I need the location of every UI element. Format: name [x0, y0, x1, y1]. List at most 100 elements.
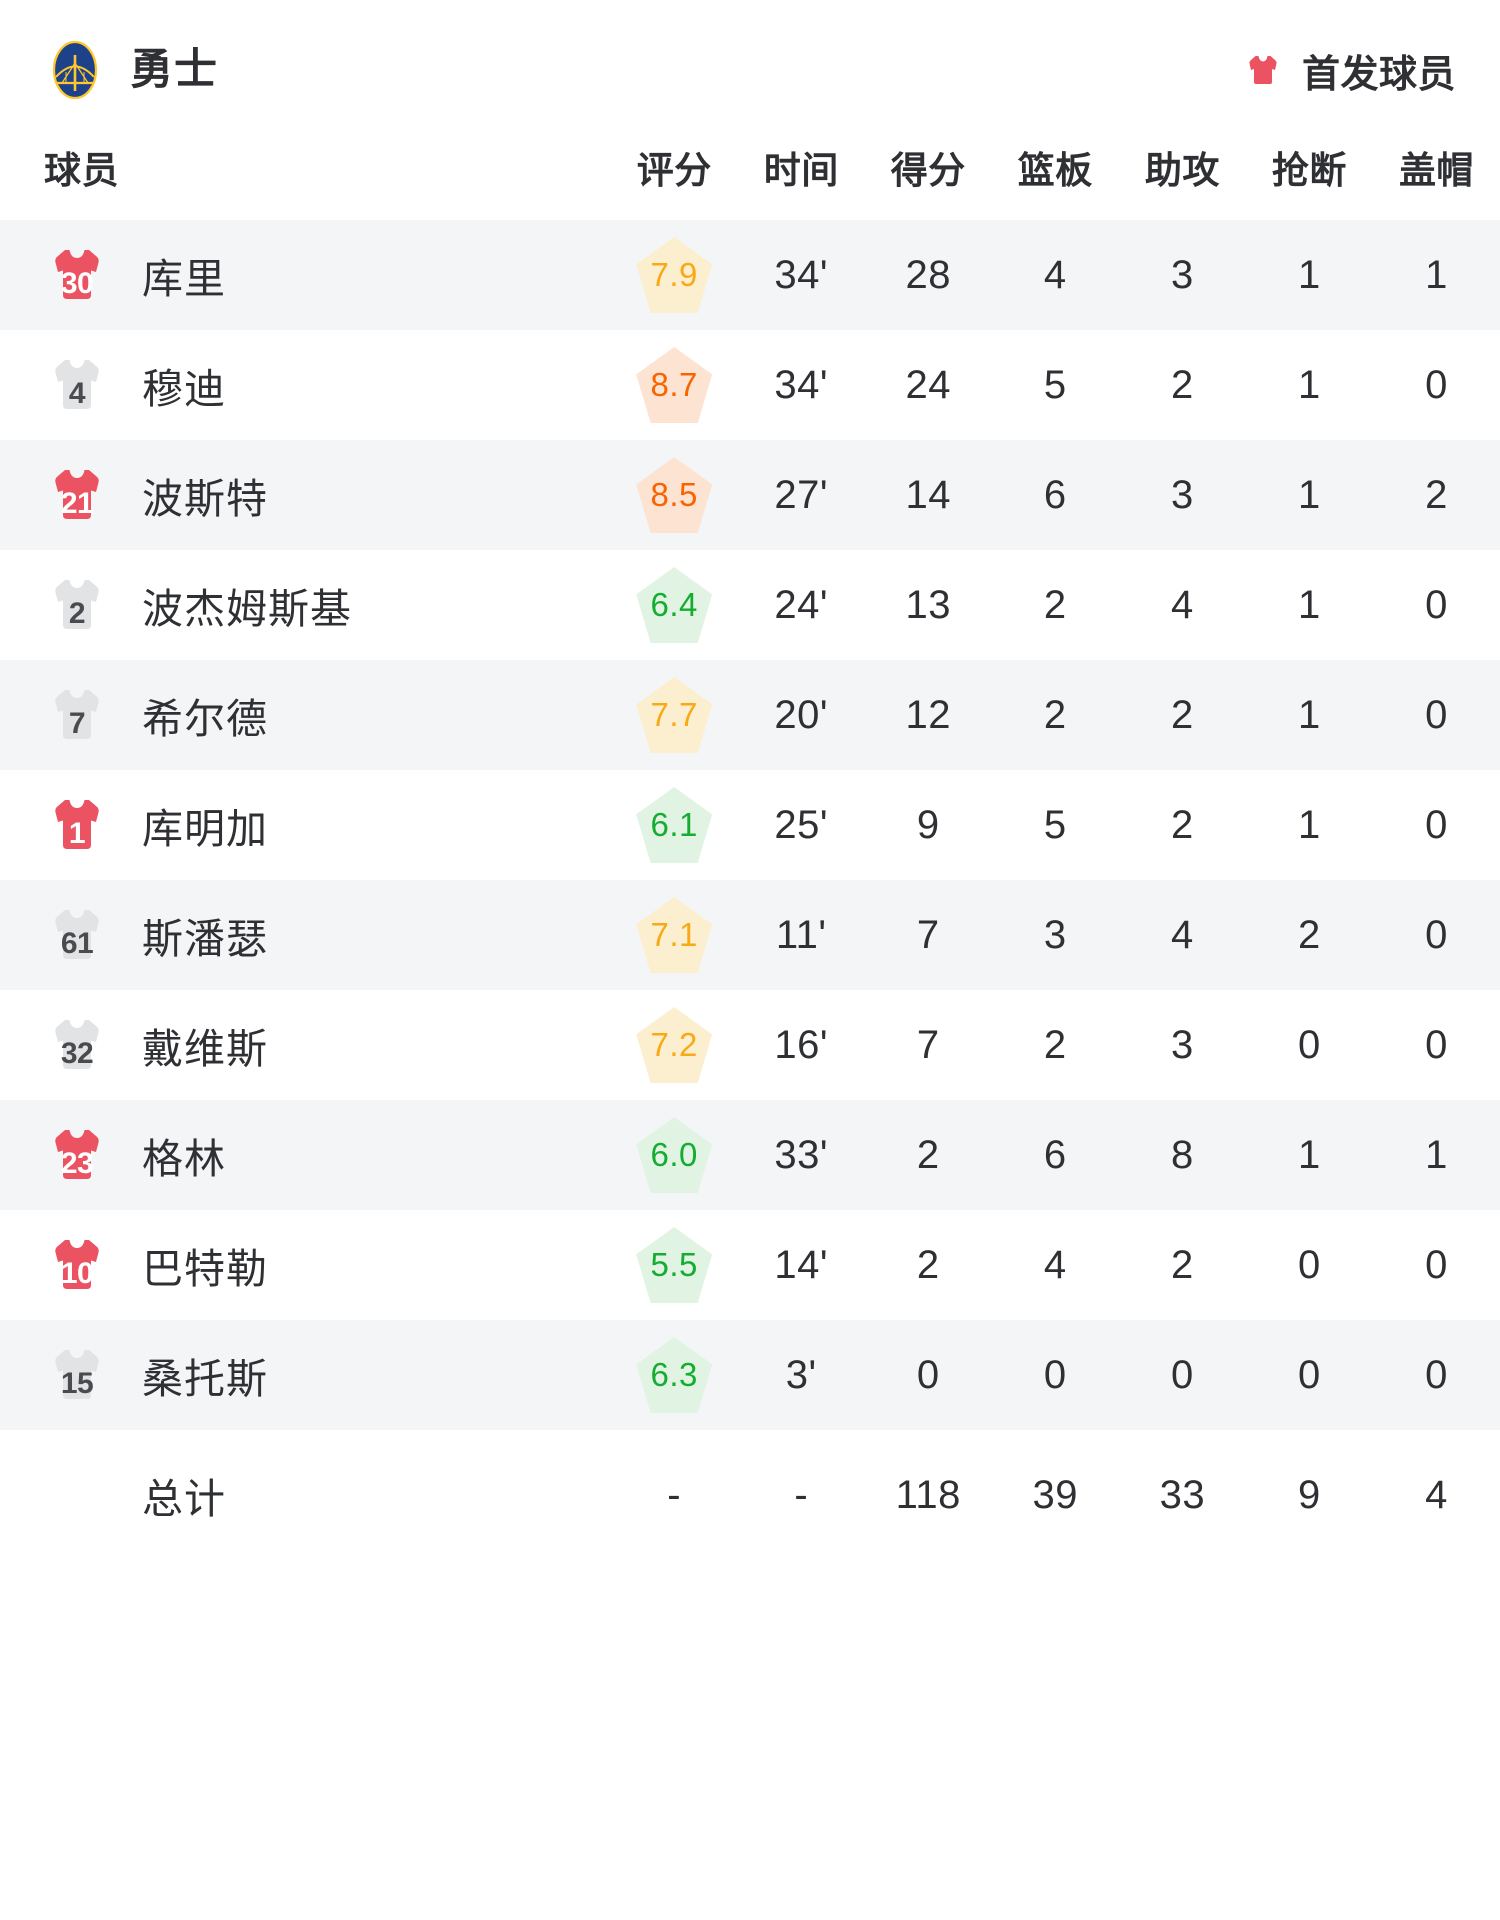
jersey-icon: 7: [44, 679, 110, 751]
table-row[interactable]: 15 桑托斯 6.3 3' 0 0 0 0 0: [0, 1320, 1500, 1430]
steals-cell: 1: [1297, 582, 1321, 627]
rebounds-cell: 6: [1043, 472, 1067, 517]
player-cell[interactable]: 10 巴特勒: [0, 1210, 611, 1320]
rating-badge: 7.1: [636, 897, 713, 973]
table-row[interactable]: 4 穆迪 8.7 34' 24 5 2 1 0: [0, 330, 1500, 440]
column-header-player[interactable]: 球员: [44, 150, 119, 191]
minutes-cell: 20': [774, 692, 829, 737]
jersey-number: 23: [60, 1147, 94, 1180]
jersey-icon: 23: [44, 1119, 110, 1191]
player-cell[interactable]: 2 波杰姆斯基: [0, 550, 611, 660]
player-cell[interactable]: 15 桑托斯: [0, 1320, 611, 1430]
assists-cell: 2: [1170, 1242, 1194, 1287]
player-cell[interactable]: 61 斯潘瑟: [0, 880, 611, 990]
player-cell[interactable]: 32 戴维斯: [0, 990, 611, 1100]
rating-badge: 7.7: [636, 677, 713, 753]
steals-cell: 1: [1297, 252, 1321, 297]
rating-badge: 8.5: [636, 457, 713, 533]
column-header-blocks[interactable]: 盖帽: [1398, 150, 1474, 191]
player-cell[interactable]: 30 库里: [0, 220, 611, 330]
rating-value: 6.0: [650, 1136, 698, 1173]
minutes-cell: 11': [775, 912, 827, 957]
rating-cell: 6.4: [611, 550, 738, 660]
rebounds-cell: 5: [1043, 362, 1067, 407]
jersey-icon: [1242, 49, 1284, 91]
rating-value: 8.5: [650, 476, 698, 513]
rating-cell: 7.7: [611, 660, 738, 770]
column-header-minutes[interactable]: 时间: [763, 150, 839, 191]
rating-badge: 6.1: [636, 787, 713, 863]
table-row[interactable]: 61 斯潘瑟 7.1 11' 7 3 4 2 0: [0, 880, 1500, 990]
points-cell: 2: [916, 1132, 940, 1177]
table-row[interactable]: 7 希尔德 7.7 20' 12 2 2 1 0: [0, 660, 1500, 770]
assists-cell: 3: [1170, 252, 1194, 297]
rebounds-cell: 4: [1043, 1242, 1067, 1287]
assists-cell: 4: [1170, 912, 1194, 957]
column-header-rating[interactable]: 评分: [636, 150, 712, 191]
column-header-rebounds[interactable]: 篮板: [1017, 150, 1093, 191]
rating-cell: 8.7: [611, 330, 738, 440]
totals-rating: -: [667, 1472, 682, 1517]
team-identity[interactable]: 勇士: [44, 39, 218, 101]
table-row[interactable]: 10 巴特勒 5.5 14' 2 4 2 0 0: [0, 1210, 1500, 1320]
table-row[interactable]: 21 波斯特 8.5 27' 14 6 3 1 2: [0, 440, 1500, 550]
totals-label: 总计: [142, 1476, 226, 1522]
steals-cell: 0: [1297, 1242, 1321, 1287]
player-cell[interactable]: 21 波斯特: [0, 440, 611, 550]
assists-cell: 8: [1170, 1132, 1194, 1177]
jersey-number: 7: [68, 707, 86, 740]
steals-cell: 1: [1297, 802, 1321, 847]
jersey-number: 10: [60, 1257, 94, 1290]
table-row[interactable]: 32 戴维斯 7.2 16' 7 2 3 0 0: [0, 990, 1500, 1100]
team-name: 勇士: [130, 45, 218, 94]
column-header-points[interactable]: 得分: [890, 150, 966, 191]
minutes-cell: 34': [774, 362, 829, 407]
points-cell: 14: [905, 472, 952, 517]
jersey-number: 2: [68, 597, 86, 630]
rating-badge: 6.4: [636, 567, 713, 643]
totals-points: 118: [895, 1472, 961, 1517]
player-cell[interactable]: 7 希尔德: [0, 660, 611, 770]
rating-badge: 5.5: [636, 1227, 713, 1303]
minutes-cell: 27': [774, 472, 829, 517]
assists-cell: 2: [1170, 802, 1194, 847]
player-cell[interactable]: 23 格林: [0, 1100, 611, 1210]
rating-value: 7.7: [650, 696, 698, 733]
rebounds-cell: 0: [1043, 1352, 1067, 1397]
rating-badge: 7.2: [636, 1007, 713, 1083]
assists-cell: 3: [1170, 472, 1194, 517]
column-header-assists[interactable]: 助攻: [1144, 150, 1220, 191]
table-row[interactable]: 23 格林 6.0 33' 2 6 8 1 1: [0, 1100, 1500, 1210]
points-cell: 0: [916, 1352, 940, 1397]
table-row[interactable]: 1 库明加 6.1 25' 9 5 2 1 0: [0, 770, 1500, 880]
table-row[interactable]: 30 库里 7.9 34' 28 4 3 1 1: [0, 220, 1500, 330]
rating-badge: 7.9: [636, 237, 713, 313]
points-cell: 24: [905, 362, 952, 407]
table-row[interactable]: 2 波杰姆斯基 6.4 24' 13 2 4 1 0: [0, 550, 1500, 660]
totals-steals: 9: [1297, 1472, 1321, 1517]
column-header-steals[interactable]: 抢断: [1271, 150, 1347, 191]
jersey-icon: 10: [44, 1229, 110, 1301]
steals-cell: 1: [1297, 362, 1321, 407]
jersey-number: 32: [60, 1037, 94, 1070]
totals-rebounds: 39: [1032, 1472, 1079, 1517]
rebounds-cell: 5: [1043, 802, 1067, 847]
assists-cell: 3: [1170, 1022, 1194, 1067]
player-cell[interactable]: 1 库明加: [0, 770, 611, 880]
totals-blocks: 4: [1425, 1472, 1448, 1517]
rebounds-cell: 6: [1043, 1132, 1067, 1177]
jersey-icon: 15: [44, 1339, 110, 1411]
totals-label-cell: 总计: [0, 1430, 611, 1560]
warriors-bridge-logo-icon: [44, 39, 106, 101]
jersey-number: 21: [60, 487, 94, 520]
points-cell: 2: [916, 1242, 940, 1287]
player-name: 波杰姆斯基: [142, 586, 352, 632]
player-cell[interactable]: 4 穆迪: [0, 330, 611, 440]
jersey-icon: 2: [44, 569, 110, 641]
rating-value: 6.1: [650, 806, 698, 843]
jersey-number: 15: [60, 1367, 94, 1400]
jersey-icon: 61: [44, 899, 110, 971]
player-name: 格林: [142, 1136, 226, 1182]
steals-cell: 1: [1297, 1132, 1321, 1177]
blocks-cell: 0: [1425, 912, 1448, 957]
